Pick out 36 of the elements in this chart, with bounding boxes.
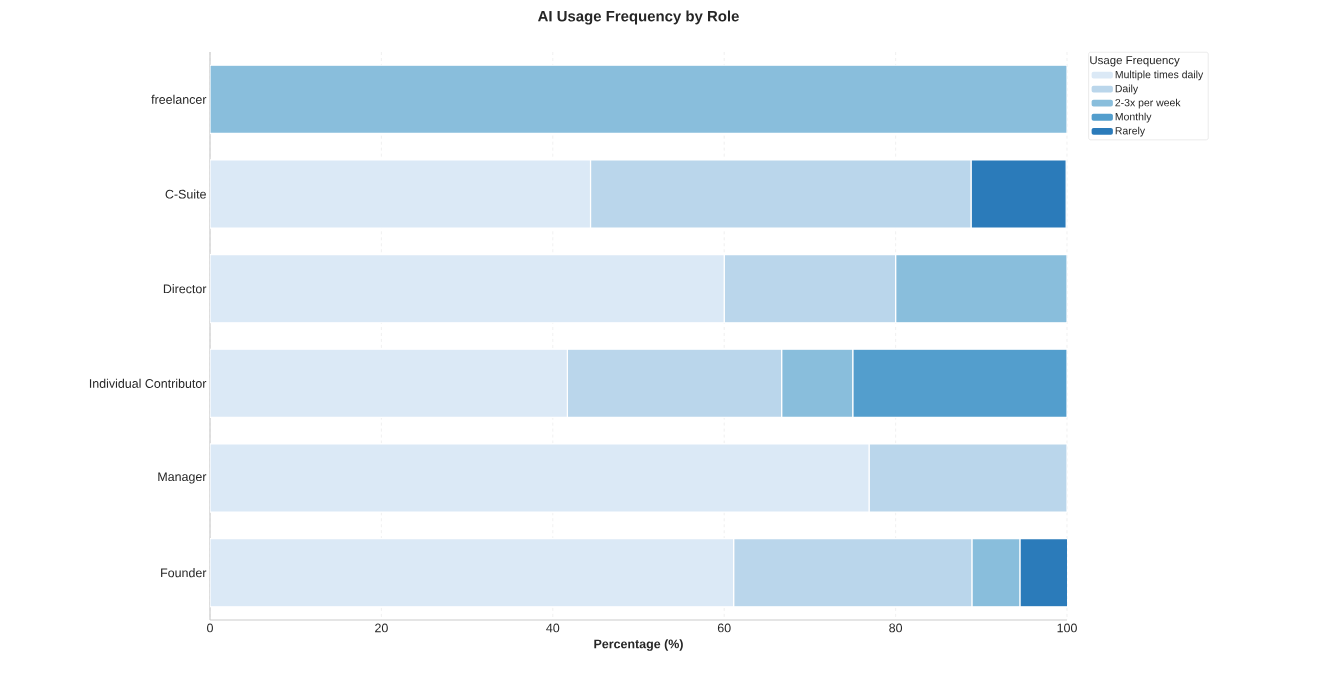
x-tick-label: 20 — [375, 623, 388, 633]
x-tick-label: 60 — [717, 623, 731, 633]
bar — [589, 159, 972, 229]
bar — [566, 348, 783, 419]
y-tick-label: Individual Contributor — [89, 378, 207, 388]
bar — [970, 159, 1067, 229]
bar — [895, 253, 1068, 324]
bar — [1019, 537, 1068, 608]
legend-label: Daily — [1115, 84, 1139, 95]
chart-title: AI Usage Frequency by Role — [537, 10, 739, 25]
x-tick-label: 40 — [546, 623, 560, 633]
legend-label: Rarely — [1115, 126, 1146, 137]
x-tick-label: 0 — [207, 623, 213, 633]
y-tick-label: freelancer — [151, 94, 207, 104]
bar — [723, 253, 897, 324]
legend-label: Multiple times daily — [1115, 70, 1204, 81]
y-tick-label: Manager — [158, 472, 207, 484]
x-axis-title: Percentage (%) — [594, 639, 683, 651]
bar — [733, 537, 973, 608]
bar — [781, 348, 854, 419]
legend-label: Monthly — [1115, 112, 1152, 123]
bar — [210, 537, 735, 608]
bar — [210, 253, 725, 324]
y-tick-label: Founder — [161, 568, 207, 578]
legend-title: Usage Frequency — [1090, 56, 1180, 67]
y-tick-label: Director — [163, 284, 207, 294]
bar — [210, 64, 1068, 135]
x-tick-label: 100 — [1057, 623, 1077, 633]
bar — [210, 443, 870, 513]
bar — [971, 537, 1021, 608]
y-tick-label: C-Suite — [165, 189, 206, 199]
bar — [868, 443, 1068, 513]
x-tick-label: 80 — [889, 623, 903, 633]
bar — [210, 159, 592, 229]
legend-label: 2-3x per week — [1115, 98, 1181, 109]
bar — [210, 348, 568, 419]
